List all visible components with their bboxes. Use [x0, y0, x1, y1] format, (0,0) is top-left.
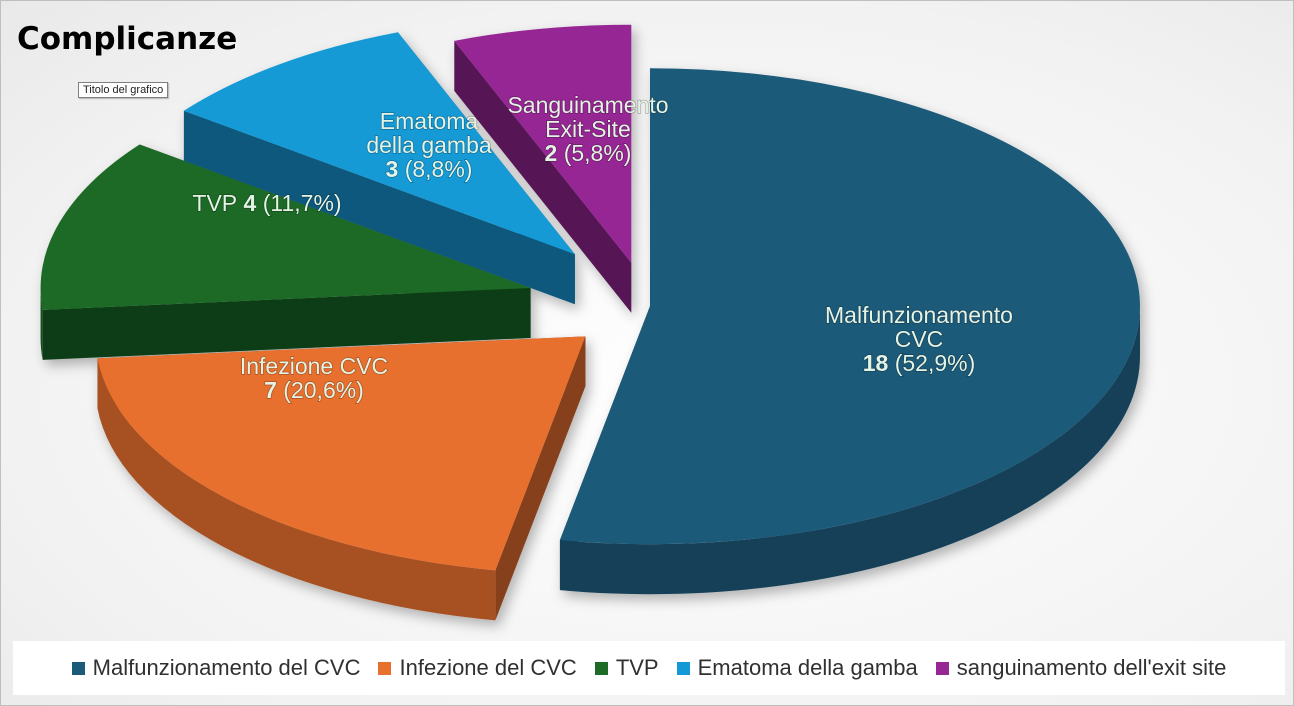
- legend: Malfunzionamento del CVC Infezione del CV…: [13, 641, 1285, 695]
- legend-swatch: [594, 661, 608, 675]
- legend-item-4: Ematoma della gamba: [676, 655, 918, 681]
- legend-swatch: [378, 661, 392, 675]
- legend-item-1: Malfunzionamento del CVC: [71, 655, 361, 681]
- data-label-4: Ematoma della gamba 3 (8,8%): [366, 108, 492, 182]
- chart-title: Complicanze: [17, 21, 238, 57]
- pie-slice-5: [454, 24, 632, 313]
- data-label-1: Malfunzionamento CVC 18 (52,9%): [825, 302, 1013, 376]
- legend-swatch: [935, 661, 949, 675]
- data-label-3: TVP 4 (11,7%): [192, 190, 341, 216]
- pie-slice-4: [183, 32, 575, 305]
- pie-slice-3: [40, 144, 531, 360]
- legend-swatch: [676, 661, 690, 675]
- legend-label: sanguinamento dell'exit site: [956, 655, 1227, 680]
- data-label-2: Infezione CVC 7 (20,6%): [240, 353, 388, 403]
- legend-label: Malfunzionamento del CVC: [92, 655, 361, 680]
- data-label-5: Sanguinamento Exit-Site 2 (5,8%): [507, 92, 668, 166]
- chart-title-tooltip: Titolo del grafico: [78, 82, 169, 98]
- pie-slice-1: [559, 68, 1140, 595]
- pie-slice-2: [97, 336, 586, 621]
- legend-item-2: Infezione del CVC: [378, 655, 577, 681]
- legend-item-5: sanguinamento dell'exit site: [935, 655, 1227, 681]
- legend-item-3: TVP: [594, 655, 659, 681]
- legend-label: Ematoma della gamba: [697, 655, 918, 680]
- legend-label: Infezione del CVC: [399, 655, 577, 680]
- pie-plot: Malfunzionamento CVC 18 (52,9%) Infezione C…: [40, 24, 1140, 621]
- legend-label: TVP: [615, 655, 659, 680]
- legend-swatch: [71, 661, 85, 675]
